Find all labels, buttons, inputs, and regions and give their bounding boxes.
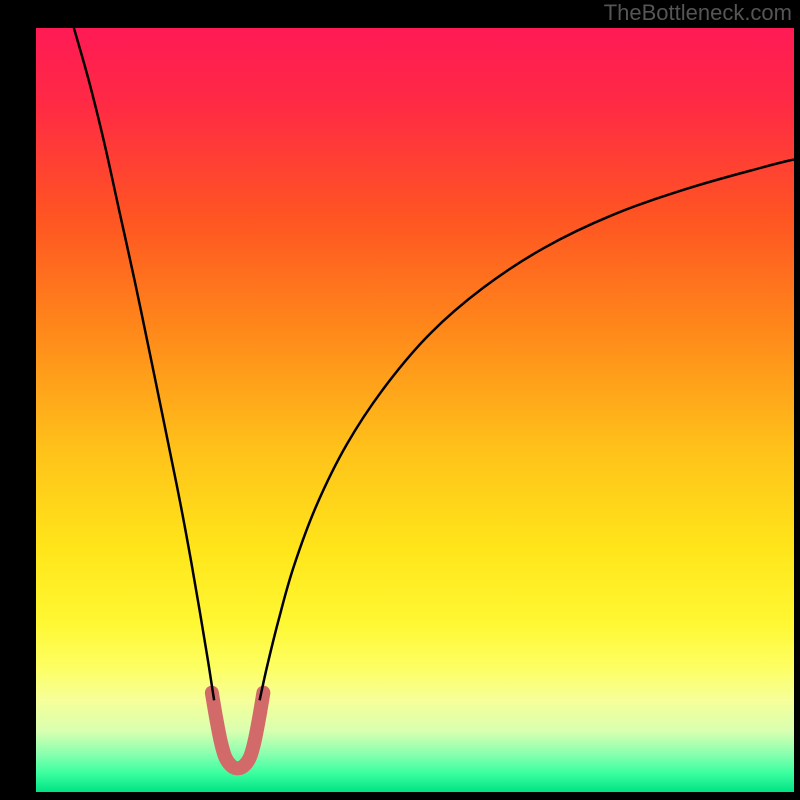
chart-container: TheBottleneck.com xyxy=(0,0,800,800)
plot-area xyxy=(36,28,794,792)
curve-left-branch xyxy=(74,28,214,700)
valley-marker xyxy=(212,693,264,769)
curve-right-branch xyxy=(260,159,794,700)
curve-svg xyxy=(36,28,794,792)
watermark-text: TheBottleneck.com xyxy=(604,0,792,26)
